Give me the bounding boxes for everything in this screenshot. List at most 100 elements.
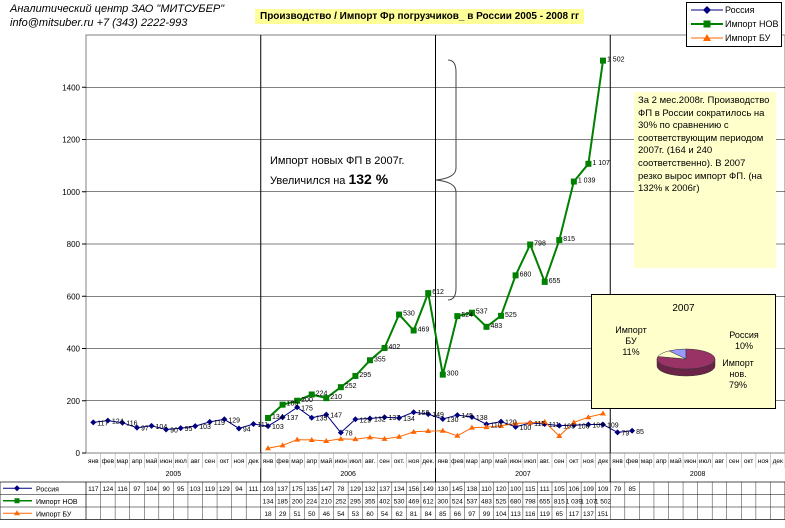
table-cell: 103 [263, 486, 274, 493]
point-import-bu [381, 435, 388, 441]
table-cell: 97 [468, 511, 476, 518]
table-row-label: Импорт БУ [36, 511, 72, 518]
table-cell: 1 502 [595, 498, 612, 505]
month-label: май [495, 457, 507, 465]
point-label: 137 [287, 415, 299, 422]
point-rossiya [133, 424, 140, 431]
point-import-bu [512, 420, 519, 426]
table-cell: 79 [614, 486, 622, 493]
table-legend-marker-icon [14, 485, 20, 492]
point-rossiya [119, 419, 126, 426]
point-rossiya [221, 416, 228, 423]
table-cell: 483 [481, 498, 492, 505]
point-label: 300 [447, 371, 459, 378]
month-label: авг [190, 458, 200, 465]
month-label: апр [132, 458, 143, 465]
point-label: 224 [316, 390, 328, 397]
month-label: янв [88, 458, 99, 465]
point-label: 252 [345, 383, 357, 390]
table-cell: 134 [394, 486, 405, 493]
point-import-bu [425, 428, 432, 434]
table-cell: 124 [102, 486, 113, 493]
point-import-new [527, 241, 534, 248]
point-rossiya [381, 414, 388, 421]
point-rossiya [163, 426, 170, 433]
month-label: янв [438, 458, 449, 465]
point-rossiya [308, 414, 315, 421]
table-row-label: Россия [36, 486, 59, 493]
point-label: 90 [170, 427, 178, 434]
point-label: 109 [592, 423, 604, 430]
table-cell: 53 [352, 511, 360, 518]
table-cell: 525 [496, 498, 507, 505]
point-import-bu [599, 410, 606, 416]
point-import-new [498, 312, 505, 319]
annotation-import-growth: Импорт новых ФП в 2007г. Увеличился на 1… [270, 152, 404, 190]
point-label: 103 [272, 424, 284, 431]
month-label: дек [598, 458, 608, 465]
legend: Россия Импорт НОВ Импорт БУ [686, 2, 782, 47]
pie-label-import-new: Импорт нов. 79% [718, 358, 758, 391]
month-label: дек [248, 458, 258, 465]
month-label: апр [306, 458, 317, 465]
table-cell: 149 [423, 486, 434, 493]
point-import-bu [556, 433, 563, 439]
month-label: июн [160, 458, 173, 465]
point-rossiya [192, 423, 199, 430]
month-label: сен [205, 458, 216, 465]
point-label: 135 [316, 416, 328, 423]
point-label: 798 [534, 241, 546, 248]
pie-label-import-bu-pct: 11% [622, 347, 640, 357]
month-label: дек. [422, 458, 434, 465]
point-label: 295 [359, 372, 371, 379]
point-import-new [454, 313, 461, 320]
point-label: 612 [432, 289, 444, 296]
point-label: 134 [272, 414, 284, 421]
table-cell: 115 [525, 486, 536, 493]
point-label: 655 [549, 278, 561, 285]
pie-label-rossiya: Россия 10% [722, 330, 766, 352]
point-label: 116 [126, 421, 137, 428]
point-label: 109 [607, 423, 619, 430]
point-label: 85 [636, 429, 644, 436]
table-cell: 117 [569, 511, 580, 518]
pie-label-import-new-name: Импорт нов. [722, 358, 754, 379]
month-label: окт. [394, 458, 405, 465]
month-label: дек [773, 458, 783, 465]
month-label: ноя [234, 458, 245, 465]
point-import-new [323, 395, 330, 402]
point-import-new [366, 357, 373, 364]
point-label: 134 [403, 416, 415, 423]
month-label: мар [641, 458, 653, 465]
table-cell: 138 [466, 486, 477, 493]
year-label: 2007 [515, 471, 531, 478]
table-cell: 18 [264, 511, 272, 518]
point-import-bu [396, 433, 403, 439]
month-label: окт [744, 458, 754, 465]
table-cell: 116 [525, 511, 536, 518]
table-cell: 129 [219, 486, 230, 493]
point-rossiya [439, 416, 446, 423]
table-cell: 78 [337, 486, 345, 493]
point-rossiya [104, 417, 111, 424]
point-rossiya [498, 418, 505, 425]
table-cell: 62 [395, 511, 403, 518]
point-import-new [556, 237, 563, 244]
table-cell: 100 [510, 486, 521, 493]
table-cell: 60 [366, 511, 374, 518]
month-label: июл [349, 458, 361, 465]
point-rossiya [177, 425, 184, 432]
table-cell: 54 [381, 511, 389, 518]
point-import-bu [498, 422, 505, 428]
point-label: 469 [418, 326, 430, 333]
point-import-new [570, 178, 577, 185]
point-import-bu [308, 436, 315, 442]
pie-chart-canvas [656, 348, 716, 377]
point-label: 97 [141, 426, 149, 433]
point-rossiya [235, 425, 242, 432]
point-import-bu [454, 432, 461, 438]
point-import-new [439, 371, 446, 378]
month-label: сен [379, 458, 390, 465]
point-import-bu [323, 437, 330, 443]
point-label: 100 [520, 425, 532, 432]
